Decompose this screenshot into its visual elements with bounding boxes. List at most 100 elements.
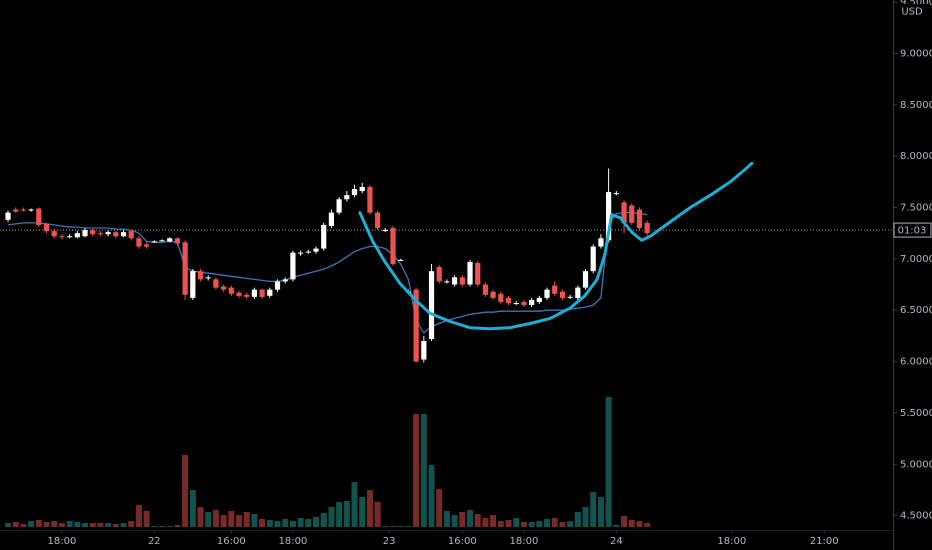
candle-body — [97, 233, 104, 235]
candle-body — [351, 188, 358, 196]
volume-bar — [397, 526, 404, 527]
volume-bar — [174, 525, 181, 527]
candle-body — [498, 293, 504, 302]
volume-bar — [520, 522, 527, 527]
x-tick-label: 18:00 — [510, 536, 539, 547]
candle-body — [613, 193, 619, 195]
candle-body — [13, 209, 19, 212]
candle-body — [636, 209, 643, 229]
volume-bar — [621, 516, 628, 527]
volume-bar — [143, 511, 150, 527]
candle-body — [244, 294, 250, 297]
candle-body — [105, 232, 111, 235]
y-tick-label: 5.0000 — [900, 459, 932, 470]
volume-bar — [420, 414, 427, 527]
candle-body — [459, 277, 465, 285]
volume-bar — [343, 501, 350, 527]
candle-body — [221, 286, 227, 290]
candle-body — [313, 248, 319, 252]
volume-bar — [320, 513, 327, 527]
candle-body — [544, 289, 550, 298]
volume-bar — [166, 526, 173, 527]
volume-bar — [482, 518, 489, 527]
candle-body — [413, 289, 419, 362]
volume-bar — [313, 517, 320, 527]
candle-body — [644, 222, 650, 234]
candle-body — [144, 244, 150, 247]
candle-body — [36, 208, 42, 225]
y-tick-label: 6.0000 — [900, 357, 932, 368]
x-tick-label: 16:00 — [448, 536, 477, 547]
candle-body — [598, 238, 604, 247]
volume-bar — [536, 521, 543, 527]
candle-body — [20, 209, 27, 211]
candle-body — [236, 292, 242, 296]
y-tick-label: 7.5000 — [900, 202, 932, 213]
candle-body — [444, 281, 450, 283]
volume-bar — [251, 514, 258, 527]
volume-bar — [359, 497, 366, 527]
candle-body — [382, 230, 388, 232]
candle-body — [567, 296, 573, 298]
countdown-box — [893, 222, 932, 238]
candle-body — [475, 262, 481, 285]
volume-bar — [97, 523, 104, 527]
candle-body — [321, 224, 327, 249]
candle-body — [421, 341, 427, 360]
volume-bar — [297, 518, 304, 527]
candle-body — [629, 205, 635, 223]
volume-bar — [12, 522, 19, 527]
candle-body — [82, 230, 88, 237]
candle-body — [359, 186, 365, 192]
candle-body — [621, 202, 627, 223]
candle-body — [205, 277, 211, 279]
candle-body — [190, 271, 196, 298]
volume-bar — [574, 512, 581, 527]
volume-bar — [428, 465, 435, 527]
candle-body — [505, 297, 512, 304]
y-tick-label: 4.5000 — [900, 511, 932, 522]
candle-body — [513, 303, 519, 305]
candle-body — [575, 287, 581, 298]
candle-body — [182, 242, 188, 295]
volume-bar — [266, 520, 273, 527]
candle-body — [59, 236, 65, 238]
y-tick-label: 8.0000 — [900, 151, 932, 162]
volume-bar — [636, 521, 643, 527]
candle-body — [590, 246, 596, 272]
volume-bar — [567, 521, 574, 527]
x-tick-label: 16:00 — [217, 536, 246, 547]
volume-bar — [282, 519, 289, 527]
drawn-curve — [358, 161, 754, 331]
volume-bar — [58, 523, 65, 527]
volume-bar — [20, 524, 27, 527]
volume-bar — [228, 511, 235, 527]
x-tick-label: 21:00 — [810, 536, 839, 547]
volume-bar — [82, 523, 89, 527]
candle-body — [151, 241, 157, 243]
currency-box — [896, 4, 928, 18]
volume-bar — [382, 526, 389, 527]
candle-body — [51, 231, 57, 237]
y-tick-label: 5.5000 — [900, 408, 932, 419]
candle-body — [490, 291, 496, 298]
y-tick-label: 7.0000 — [900, 254, 932, 265]
candle-body — [367, 186, 373, 213]
candle-body — [90, 230, 96, 235]
candle-body — [128, 231, 134, 239]
volume-bar — [305, 519, 312, 527]
candle-body — [344, 195, 350, 200]
candle-body — [452, 277, 458, 285]
volume-bar — [51, 521, 58, 527]
x-tick-label: 18:00 — [47, 536, 76, 547]
volume-bar — [413, 414, 420, 527]
candle-body — [213, 279, 219, 288]
volume-bar — [467, 510, 474, 527]
x-tick-label: 23 — [383, 536, 396, 547]
volume-bar — [274, 521, 281, 527]
candle-body — [167, 238, 173, 242]
y-tick-label: 6.5000 — [900, 305, 932, 316]
volume-bar — [259, 519, 266, 527]
